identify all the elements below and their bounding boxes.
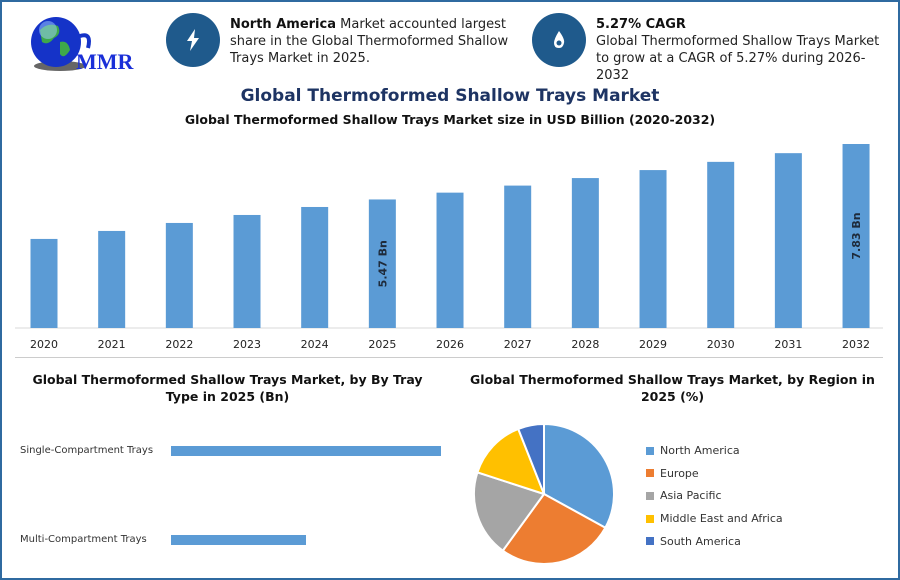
legend-label: South America — [660, 534, 741, 548]
x-tick-label: 2029 — [639, 338, 667, 351]
bar-2023 — [233, 214, 261, 328]
x-tick-label: 2022 — [165, 338, 193, 351]
bar-2028 — [571, 178, 599, 328]
legend-swatch — [646, 514, 654, 523]
tray-type-bar-chart — [171, 446, 441, 545]
legend-item: Asia Pacific — [646, 489, 722, 502]
x-tick-label: 2027 — [504, 338, 532, 351]
bar-2026 — [436, 192, 464, 328]
region-chart-title: Global Thermoformed Shallow Trays Market… — [470, 372, 875, 404]
main-chart-title: Global Thermoformed Shallow Trays Market — [240, 86, 660, 106]
north-america-info: North America Market accounted largest s… — [230, 16, 510, 67]
x-tick-label: 2020 — [30, 338, 58, 351]
bar-2032 — [842, 144, 870, 328]
x-tick-label: 2030 — [707, 338, 735, 351]
legend-swatch — [646, 446, 654, 455]
x-tick-label: 2026 — [436, 338, 464, 351]
hbar-0 — [171, 446, 441, 456]
data-label: 5.47 Bn — [376, 240, 389, 287]
pie-slice-middle-east-and-africa — [476, 427, 546, 496]
x-tick-label: 2023 — [233, 338, 261, 351]
bar-2030 — [707, 161, 735, 328]
legend-item: North America — [646, 444, 740, 457]
x-tick-label: 2021 — [98, 338, 126, 351]
data-label: 7.83 Bn — [850, 212, 863, 259]
bar-2029 — [639, 170, 667, 328]
cagr-info: 5.27% CAGR Global Thermoformed Shallow T… — [596, 16, 896, 84]
drop-icon-circle — [532, 13, 586, 67]
pie-slice-europe — [501, 492, 607, 565]
svg-text:MMR: MMR — [76, 49, 135, 74]
x-tick-label: 2024 — [301, 338, 329, 351]
lightning-icon-circle — [166, 13, 220, 67]
tray-type-chart-title: Global Thermoformed Shallow Trays Market… — [32, 372, 423, 404]
legend-label: Europe — [660, 466, 699, 480]
info-text: Market accounted largest share in the Gl… — [230, 17, 509, 66]
tray-label-single: Single-Compartment Trays — [20, 445, 154, 456]
bar-2022 — [165, 222, 193, 328]
bar-2027 — [504, 185, 532, 328]
bar-2025 — [368, 199, 396, 328]
market-size-bar-chart: 2020 2021 2022 2023 2024 2025 5.47 Bn 2026 2027 2… — [15, 144, 883, 351]
main-chart-subtitle: Global Thermoformed Shallow Trays Market… — [184, 112, 716, 127]
x-tick-label: 2032 — [842, 338, 870, 351]
pie-slice-asia-pacific — [473, 471, 546, 553]
info-bold: North America — [230, 17, 336, 32]
legend-swatch — [646, 491, 654, 500]
bar-2031 — [774, 153, 802, 328]
lightning-icon — [187, 29, 199, 51]
cagr-text: Global Thermoformed Shallow Trays Market… — [596, 34, 880, 83]
legend-item: Europe — [646, 467, 699, 480]
pie-slice-north-america — [543, 422, 615, 530]
legend-label: Asia Pacific — [660, 489, 722, 503]
bar-2021 — [98, 230, 126, 328]
mmr-logo: MMR — [18, 12, 138, 74]
legend-label: North America — [660, 444, 740, 457]
tray-label-multi: Multi-Compartment Trays — [20, 534, 147, 545]
legend-item: South America — [646, 535, 741, 548]
legend-label: Middle East and Africa — [660, 512, 783, 526]
x-tick-label: 2031 — [774, 338, 802, 351]
bar-2020 — [30, 238, 58, 328]
legend-item: Middle East and Africa — [646, 512, 783, 525]
divider — [15, 357, 883, 358]
x-tick-label: 2025 — [368, 338, 396, 351]
legend-swatch — [646, 469, 654, 478]
bar-2024 — [301, 206, 329, 328]
pie-slice-south-america — [516, 422, 545, 495]
drop-icon — [554, 31, 565, 48]
cagr-bold: 5.27% CAGR — [596, 17, 686, 32]
x-tick-label: 2028 — [571, 338, 599, 351]
legend-swatch — [646, 537, 654, 546]
hbar-1 — [171, 535, 306, 545]
region-pie-chart — [473, 422, 615, 565]
